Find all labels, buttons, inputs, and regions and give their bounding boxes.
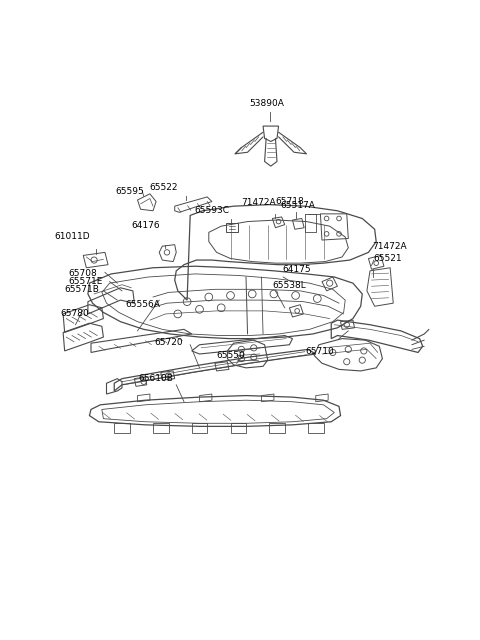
Text: 65708: 65708: [68, 269, 96, 278]
Text: 65710: 65710: [305, 348, 334, 356]
Text: 53890A: 53890A: [249, 99, 284, 108]
Text: 65571B: 65571B: [64, 285, 99, 294]
Text: 65538L: 65538L: [273, 281, 307, 291]
Text: 64176: 64176: [131, 221, 160, 230]
Text: 65718: 65718: [276, 198, 304, 207]
Text: 71472A: 71472A: [242, 198, 276, 207]
Text: 65517A: 65517A: [280, 202, 315, 211]
Text: 65522: 65522: [149, 183, 178, 192]
Text: 65521: 65521: [373, 253, 402, 262]
Text: 65780: 65780: [60, 309, 89, 318]
Text: 65556A: 65556A: [125, 300, 160, 309]
Text: 71472A: 71472A: [372, 243, 407, 252]
Text: 65550: 65550: [217, 351, 245, 360]
Text: 65571E: 65571E: [68, 277, 103, 286]
Text: 65595: 65595: [116, 187, 144, 196]
Text: 65610B: 65610B: [139, 374, 173, 383]
Text: 65720: 65720: [154, 339, 183, 348]
Text: 61011D: 61011D: [54, 232, 90, 241]
Text: 64175: 64175: [282, 266, 311, 275]
Text: 65593C: 65593C: [194, 206, 229, 215]
